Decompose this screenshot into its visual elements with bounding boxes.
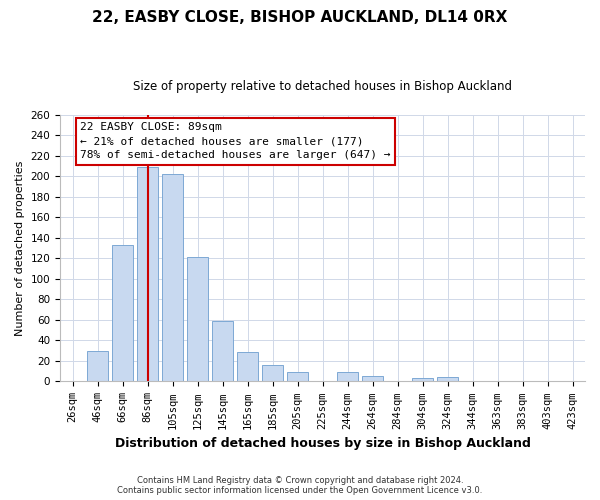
Bar xyxy=(337,372,358,382)
Y-axis label: Number of detached properties: Number of detached properties xyxy=(15,160,25,336)
Bar xyxy=(87,350,108,382)
Bar xyxy=(162,174,183,382)
Bar xyxy=(212,321,233,382)
Text: 22 EASBY CLOSE: 89sqm
← 21% of detached houses are smaller (177)
78% of semi-det: 22 EASBY CLOSE: 89sqm ← 21% of detached … xyxy=(80,122,391,160)
Bar xyxy=(187,258,208,382)
Bar xyxy=(237,352,258,382)
Text: Contains HM Land Registry data © Crown copyright and database right 2024.
Contai: Contains HM Land Registry data © Crown c… xyxy=(118,476,482,495)
Bar xyxy=(362,376,383,382)
Bar xyxy=(287,372,308,382)
Title: Size of property relative to detached houses in Bishop Auckland: Size of property relative to detached ho… xyxy=(133,80,512,93)
Bar xyxy=(137,168,158,382)
Bar xyxy=(262,365,283,382)
Bar xyxy=(437,378,458,382)
Text: 22, EASBY CLOSE, BISHOP AUCKLAND, DL14 0RX: 22, EASBY CLOSE, BISHOP AUCKLAND, DL14 0… xyxy=(92,10,508,25)
X-axis label: Distribution of detached houses by size in Bishop Auckland: Distribution of detached houses by size … xyxy=(115,437,530,450)
Bar xyxy=(112,245,133,382)
Bar xyxy=(412,378,433,382)
